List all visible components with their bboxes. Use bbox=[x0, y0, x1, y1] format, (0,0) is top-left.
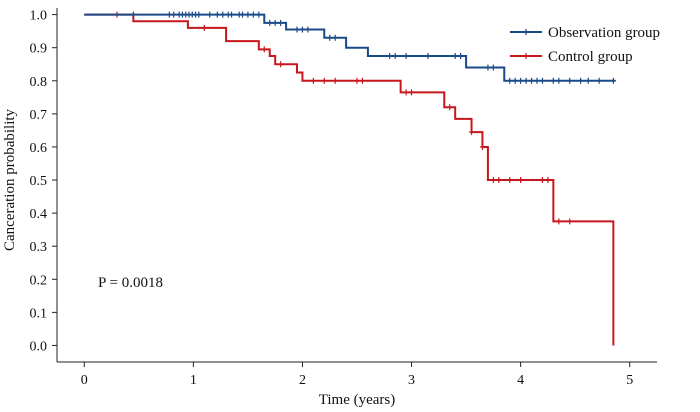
x-tick-label: 5 bbox=[626, 373, 633, 388]
survival-step-line bbox=[84, 13, 616, 82]
y-tick-label: 0.9 bbox=[30, 42, 48, 57]
y-tick-label: 1.0 bbox=[30, 9, 48, 24]
y-tick-label: 0.3 bbox=[30, 240, 48, 255]
legend-label: Control group bbox=[548, 49, 633, 65]
y-tick-label: 0.4 bbox=[30, 207, 48, 222]
legend-item: Observation group bbox=[510, 25, 660, 41]
p-value-annotation: P = 0.0018 bbox=[98, 275, 163, 291]
y-tick-label: 0.6 bbox=[30, 141, 48, 156]
y-tick-label: 0.2 bbox=[30, 273, 48, 288]
series-observation-group bbox=[84, 11, 616, 84]
y-tick-label: 0.7 bbox=[30, 108, 48, 123]
series-control-group bbox=[84, 11, 615, 346]
x-tick-label: 1 bbox=[190, 373, 197, 388]
legend-item: Control group bbox=[510, 49, 633, 65]
x-tick-label: 4 bbox=[517, 373, 524, 388]
y-tick-label: 0.8 bbox=[30, 75, 48, 90]
legend: Observation group Control group bbox=[510, 25, 660, 65]
survival-step-line bbox=[84, 13, 615, 346]
y-tick-label: 0.0 bbox=[30, 339, 48, 354]
y-tick-label: 0.1 bbox=[30, 306, 48, 321]
series-layer bbox=[84, 11, 616, 346]
x-axis-label: Time (years) bbox=[319, 392, 396, 408]
axes: 0 1 2 3 4 5 0.0 0.1 0.2 0.3 0.4 0.5 0.6 0.7 0.8 0.9 1.0 bbox=[30, 8, 657, 388]
y-tick-label: 0.5 bbox=[30, 174, 48, 189]
legend-label: Observation group bbox=[548, 25, 660, 41]
y-axis-label: Canceration probability bbox=[2, 108, 18, 251]
x-tick-label: 2 bbox=[299, 373, 306, 388]
x-tick-label: 0 bbox=[81, 373, 88, 388]
x-tick-label: 3 bbox=[408, 373, 415, 388]
